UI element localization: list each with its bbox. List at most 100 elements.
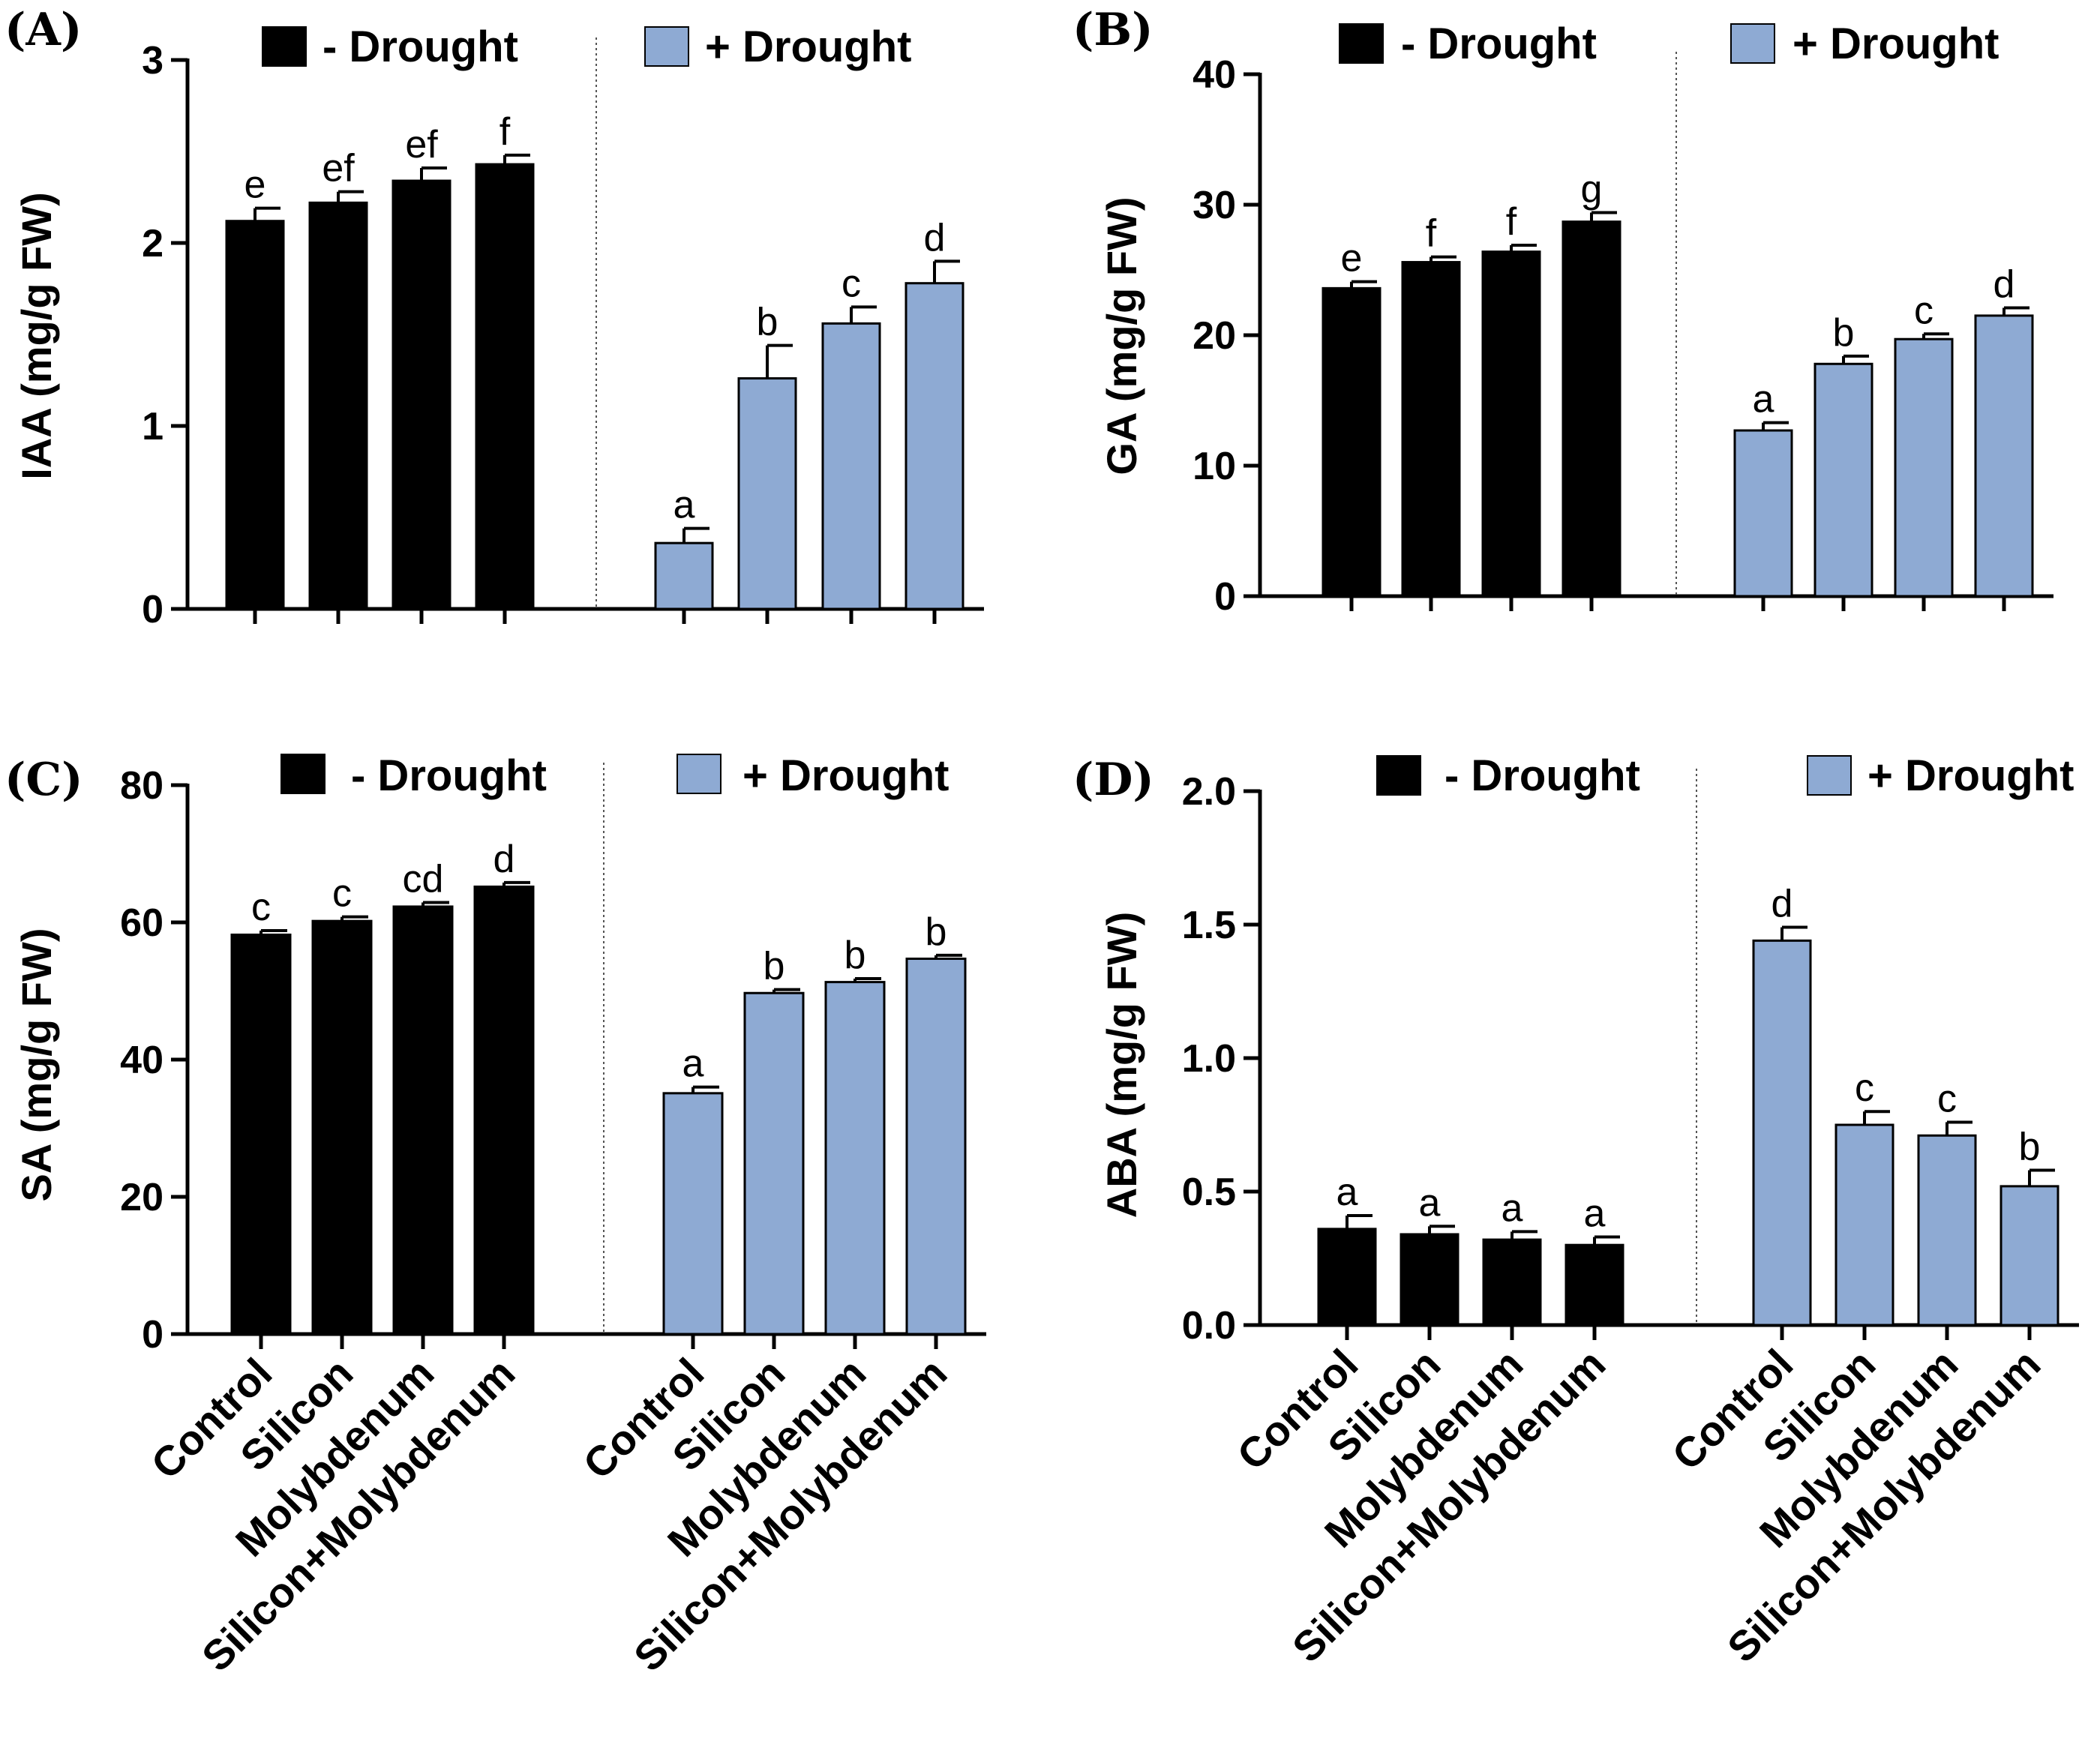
legend-swatch-minus-drought — [1376, 755, 1421, 796]
significance-letter: f — [500, 110, 511, 154]
legend: - Drought + Drought — [1376, 751, 2074, 800]
bar — [311, 919, 373, 1336]
y-tick-label: 1 — [142, 405, 164, 448]
panel-d: (D) ABA (mg/g FW) - Drought + Drought 0.… — [1072, 751, 2079, 1672]
significance-letter: a — [1502, 1186, 1523, 1230]
bar — [824, 981, 886, 1336]
y-tick-label: 0.0 — [1182, 1304, 1236, 1348]
y-axis-label: SA (mg/g FW) — [13, 928, 60, 1202]
bar — [905, 957, 967, 1336]
bar — [1481, 250, 1541, 598]
legend-swatch-plus-drought — [676, 754, 722, 794]
significance-letter: e — [244, 163, 266, 207]
legend-label-plus-drought: + Drought — [742, 751, 949, 800]
significance-letter: f — [1426, 212, 1437, 256]
significance-letter: g — [1581, 167, 1603, 211]
bar — [1482, 1238, 1542, 1327]
y-tick-label: 0 — [1214, 575, 1236, 619]
y-tick-label: 1.0 — [1182, 1037, 1236, 1081]
significance-letter: f — [1506, 200, 1517, 244]
legend-swatch-minus-drought — [1339, 23, 1384, 64]
bar — [1733, 429, 1793, 598]
bar — [1894, 337, 1954, 598]
panel-b: (B) GA (mg/g FW) - Drought + Drought 0 10… — [1072, 4, 2054, 619]
y-axis-label: IAA (mg/g FW) — [13, 192, 60, 480]
bar — [475, 163, 535, 610]
legend-swatch-plus-drought — [1730, 23, 1775, 64]
significance-letter: a — [674, 484, 695, 527]
panel-a: (A) IAA (mg/g FW) - Drought + Drought 0 1… — [4, 4, 984, 631]
legend-label-minus-drought: - Drought — [1444, 751, 1640, 800]
legend: - Drought + Drought — [280, 751, 949, 800]
y-tick-label: 80 — [120, 764, 164, 808]
significance-letter: b — [764, 945, 785, 988]
bar — [662, 1092, 724, 1336]
plot-area: 0 1 2 3 e ef ef f a b c d — [142, 37, 984, 631]
legend-swatch-minus-drought — [280, 754, 326, 794]
significance-letter: c — [842, 262, 861, 305]
y-tick-label: 0 — [142, 588, 164, 631]
legend-swatch-plus-drought — [1807, 755, 1852, 796]
legend-swatch-plus-drought — [644, 26, 689, 67]
significance-letter: c — [1914, 289, 1934, 332]
legend-label-minus-drought: - Drought — [351, 751, 547, 800]
significance-letter: c — [1855, 1066, 1874, 1110]
significance-letter: b — [844, 934, 866, 977]
legend-label-minus-drought: - Drought — [322, 22, 518, 71]
bar — [1401, 261, 1461, 598]
y-tick-label: 60 — [120, 901, 164, 945]
bar — [2000, 1185, 2060, 1327]
legend-swatch-minus-drought — [262, 26, 307, 67]
y-tick-label: 0.5 — [1182, 1171, 1236, 1214]
legend-label-minus-drought: - Drought — [1401, 19, 1597, 68]
y-tick-label: 2 — [142, 222, 164, 265]
significance-letter: b — [1833, 311, 1855, 355]
y-tick-label: 2.0 — [1182, 770, 1236, 814]
significance-letter: ef — [322, 147, 355, 190]
bar — [1834, 1123, 1894, 1327]
bar — [225, 220, 285, 610]
significance-letter: c — [332, 872, 352, 916]
significance-letter: c — [1937, 1077, 1957, 1120]
plot-area: 0.00.51.01.52.0aControlaSiliconaMolybden… — [1182, 769, 2079, 1672]
significance-letter: b — [2019, 1126, 2041, 1169]
y-tick-label: 40 — [1192, 53, 1236, 97]
significance-letter: d — [1772, 883, 1793, 926]
significance-letter: d — [1994, 262, 2015, 306]
significance-letter: d — [494, 838, 515, 881]
legend-label-plus-drought: + Drought — [1792, 19, 1999, 68]
bar — [1752, 939, 1812, 1327]
bar — [821, 322, 881, 610]
bar — [1317, 1228, 1377, 1327]
plot-area: 020406080cControlcSiliconcdMolybdenumdSi… — [120, 763, 986, 1681]
significance-letter: e — [1341, 237, 1363, 280]
significance-letter: a — [1336, 1171, 1358, 1214]
bar — [1322, 286, 1382, 598]
significance-letter: b — [757, 301, 778, 344]
panel-letter: (D) — [1072, 754, 1154, 806]
significance-letter: a — [682, 1042, 704, 1086]
significance-letter: c — [251, 886, 271, 929]
panel-letter: (C) — [4, 754, 83, 806]
bar — [1917, 1134, 1977, 1327]
significance-letter: a — [1419, 1181, 1441, 1225]
significance-letter: ef — [405, 123, 438, 166]
bar — [1562, 220, 1622, 598]
bar — [904, 282, 964, 610]
y-tick-label: 0 — [142, 1313, 164, 1357]
legend-label-plus-drought: + Drought — [705, 22, 911, 71]
plot-area: 0 10 20 30 40 e f f g a b c d — [1192, 52, 2054, 619]
bar — [308, 201, 368, 610]
bar — [743, 991, 805, 1336]
y-tick-label: 30 — [1192, 184, 1236, 227]
bar — [1400, 1233, 1460, 1327]
bar — [230, 933, 292, 1336]
significance-letter: a — [1753, 378, 1774, 421]
significance-letter: b — [926, 910, 947, 954]
y-axis-label: GA (mg/g FW) — [1098, 196, 1145, 475]
bar — [1564, 1243, 1624, 1327]
y-tick-label: 20 — [1192, 314, 1236, 358]
legend-label-plus-drought: + Drought — [1868, 751, 2074, 800]
y-tick-label: 20 — [120, 1176, 164, 1219]
